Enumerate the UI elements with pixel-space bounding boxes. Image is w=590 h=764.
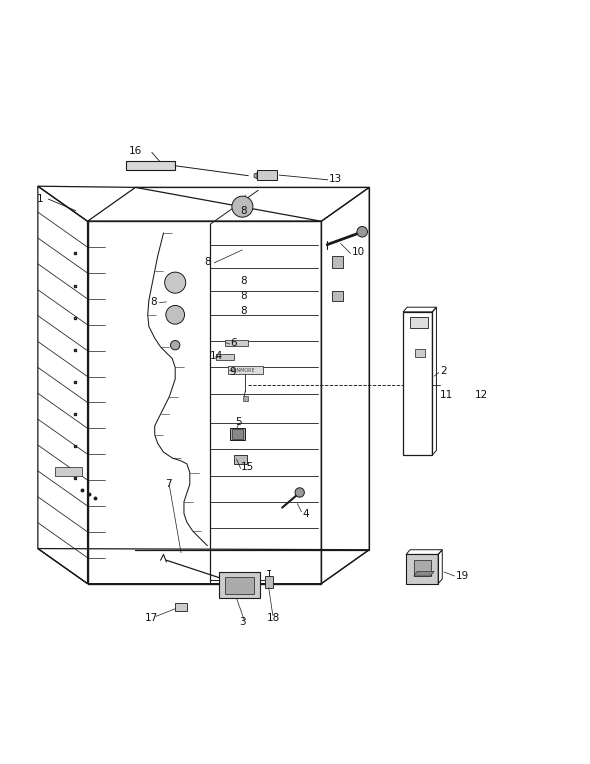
Circle shape [165,272,186,293]
Polygon shape [230,428,245,440]
Text: 14: 14 [209,351,223,361]
Polygon shape [264,576,273,588]
Polygon shape [414,571,434,576]
Polygon shape [225,577,254,594]
Polygon shape [55,467,81,475]
Text: 8: 8 [240,277,247,286]
Circle shape [171,341,180,350]
Text: 8: 8 [204,257,211,267]
Polygon shape [243,396,248,400]
Polygon shape [126,161,175,170]
Text: 18: 18 [267,613,280,623]
Text: 11: 11 [440,390,453,400]
Polygon shape [234,455,247,464]
Text: 1: 1 [37,194,43,204]
Polygon shape [406,555,438,584]
Circle shape [232,196,253,217]
Text: 7: 7 [165,479,171,489]
Polygon shape [332,256,343,268]
Polygon shape [414,560,431,576]
Polygon shape [225,340,248,346]
Polygon shape [232,429,243,439]
Text: 8: 8 [241,206,247,216]
Polygon shape [415,349,425,357]
Text: 8: 8 [240,306,247,316]
Circle shape [295,487,304,497]
Circle shape [357,227,368,237]
Text: 2: 2 [440,367,447,377]
Polygon shape [228,366,263,374]
Text: 13: 13 [329,173,342,183]
Polygon shape [332,291,343,301]
Text: 8: 8 [150,297,157,307]
Text: 6: 6 [231,338,237,348]
Text: 16: 16 [129,146,142,156]
Polygon shape [219,572,260,598]
Text: 3: 3 [240,617,246,626]
Circle shape [166,306,185,324]
Text: 12: 12 [475,390,489,400]
Text: 10: 10 [352,248,365,257]
Polygon shape [410,316,428,329]
Polygon shape [254,173,257,179]
Text: 5: 5 [235,416,242,427]
Text: KENMORE: KENMORE [230,367,255,373]
Text: 4: 4 [303,509,309,519]
Text: 17: 17 [145,613,158,623]
Polygon shape [216,354,234,361]
Text: 19: 19 [455,571,469,581]
Text: 15: 15 [241,461,254,471]
Polygon shape [257,170,277,180]
Polygon shape [175,603,188,611]
Text: 9: 9 [230,367,236,377]
Text: 8: 8 [240,290,247,300]
